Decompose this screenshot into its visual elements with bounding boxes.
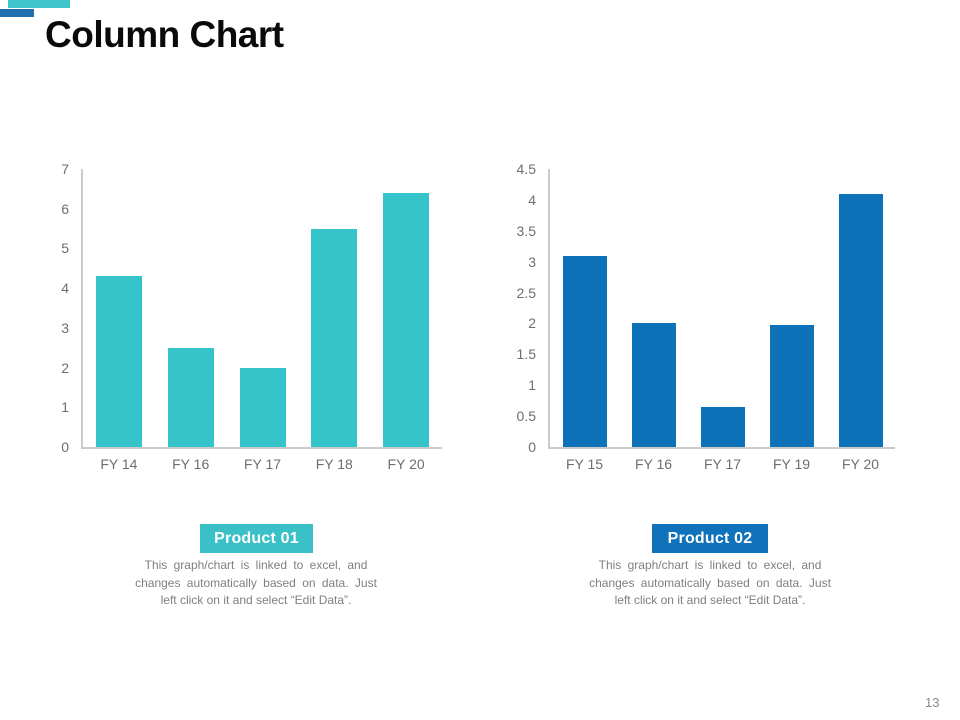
bar-fy-16: [631, 323, 676, 447]
column-chart-product-01[interactable]: 0 1 2 3 4 5 6 7 FY 14 FY 16 FY 17 FY 18 FY 20: [61, 162, 442, 472]
note-line: changes automatically based on data. Jus…: [135, 575, 377, 590]
bar-fy-17: [239, 367, 286, 447]
note-line: This graph/chart is linked to excel, and: [144, 558, 368, 572]
y-axis-tick-label: 1.5: [516, 346, 536, 363]
y-axis-tick-label: 1: [61, 399, 69, 416]
y-axis-tick-label: 0: [61, 439, 69, 455]
y-axis-tick-label: 2: [61, 359, 69, 376]
x-axis-category-label: FY 20: [387, 456, 425, 472]
note-line: changes automatically based on data. Jus…: [589, 575, 831, 590]
bar-fy-18: [311, 228, 358, 447]
top-left-teal-bar-decoration: [8, 0, 70, 8]
bar-fy-16: [167, 347, 214, 447]
chart-note-product-02: This graph/chart is linked to excel, and…: [574, 557, 846, 610]
y-axis-tick-label: 4.5: [516, 161, 536, 177]
x-axis-category-label: FY 17: [703, 456, 742, 472]
y-axis-tick-label: 0: [528, 439, 536, 455]
y-axis-tick-label: 5: [61, 240, 69, 257]
chart-note-product-01: This graph/chart is linked to excel, and…: [120, 557, 392, 610]
note-line: This graph/chart is linked to excel, and: [598, 558, 822, 572]
x-axis-category-label: FY 15: [565, 456, 604, 472]
x-axis-category-label: FY 19: [772, 456, 811, 472]
column-chart-product-02[interactable]: 0 0.5 1 1.5 2 2.5 3 3.5 4 4.5 FY 15 FY 16 FY 17 FY 19…: [517, 162, 895, 472]
bar-fy-20: [383, 192, 430, 447]
bar-fy-15: [562, 255, 607, 447]
bar-fy-20: [838, 193, 883, 447]
x-axis-category-label: FY 18: [315, 456, 353, 472]
x-axis-category-label: FY 16: [634, 456, 673, 472]
top-left-blue-bar-decoration: [0, 9, 34, 17]
note-line: left click on it and select “Edit Data”.: [160, 593, 352, 607]
y-axis-tick-label: 3: [61, 319, 69, 336]
bar-fy-17: [700, 406, 745, 447]
y-axis-tick-label: 2: [528, 315, 536, 332]
page-title: Column Chart: [45, 14, 284, 55]
y-axis-tick-label: 6: [61, 200, 69, 217]
note-line: left click on it and select “Edit Data”.: [614, 593, 806, 607]
y-axis-tick-label: 2.5: [516, 284, 536, 301]
x-axis-category-label: FY 17: [243, 456, 282, 472]
y-axis-tick-label: 1: [528, 377, 536, 394]
product-02-badge: Product 02: [652, 524, 768, 553]
x-axis-category-label: FY 20: [841, 456, 880, 472]
page-number: 13: [925, 695, 940, 710]
y-axis-tick-label: 4: [61, 280, 69, 297]
bar-fy-14: [95, 276, 142, 447]
bar-fy-19: [769, 325, 814, 447]
product-01-badge: Product 01: [200, 524, 313, 553]
y-axis-tick-label: 4: [528, 191, 536, 208]
x-axis-category-label: FY 16: [172, 456, 210, 472]
y-axis-tick-label: 3.5: [516, 222, 536, 239]
y-axis-tick-label: 3: [528, 253, 536, 270]
y-axis-tick-label: 7: [61, 161, 69, 177]
y-axis-tick-label: 0.5: [516, 408, 536, 425]
x-axis-category-label: FY 14: [100, 456, 138, 472]
